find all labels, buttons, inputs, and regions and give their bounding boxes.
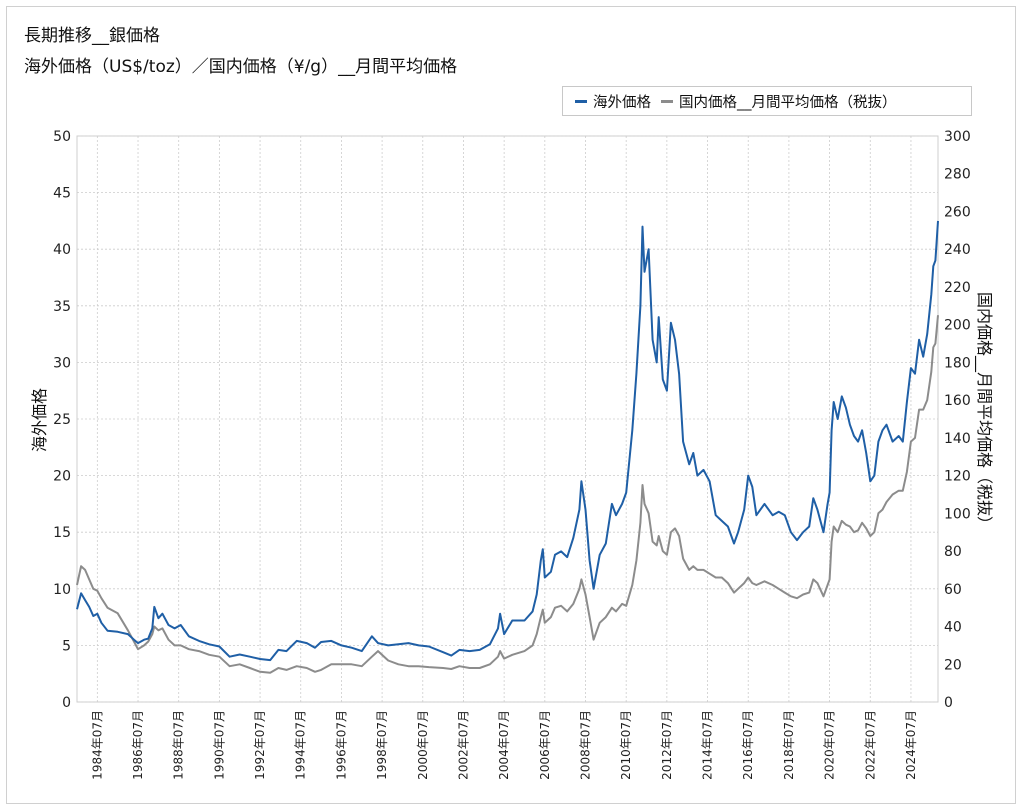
y-tick-label-left: 5 bbox=[62, 638, 71, 654]
y-tick-label-right: 200 bbox=[944, 318, 971, 334]
x-tick-label: 1996年07月 bbox=[334, 710, 348, 780]
x-tick-label: 1994年07月 bbox=[294, 710, 308, 780]
y-tick-label-right: 280 bbox=[944, 167, 971, 183]
x-tick-label: 2010年07月 bbox=[619, 710, 633, 780]
x-tick-label: 2000年07月 bbox=[416, 710, 430, 780]
legend-item-overseas: 海外価格 bbox=[575, 91, 651, 112]
y-tick-label-right: 240 bbox=[944, 242, 971, 258]
y-tick-label-right: 120 bbox=[944, 469, 971, 485]
legend-label-overseas: 海外価格 bbox=[593, 94, 651, 111]
x-tick-label: 1998年07月 bbox=[375, 710, 389, 780]
x-tick-label: 2006年07月 bbox=[538, 710, 552, 780]
y-tick-label-right: 260 bbox=[944, 204, 971, 220]
y-tick-label-left: 0 bbox=[62, 695, 71, 711]
legend-item-domestic: 国内価格__月間平均価格（税抜） bbox=[661, 91, 897, 112]
x-tick-label: 2002年07月 bbox=[456, 710, 470, 780]
series-line-domestic bbox=[76, 315, 939, 674]
x-tick-label: 1988年07月 bbox=[172, 710, 186, 780]
y-tick-label-left: 50 bbox=[53, 129, 71, 145]
legend-swatch-overseas bbox=[575, 99, 587, 103]
x-tick-label: 2024年07月 bbox=[904, 710, 918, 780]
y-tick-label-right: 0 bbox=[944, 695, 953, 711]
y-tick-label-right: 300 bbox=[944, 129, 971, 145]
y-tick-label-left: 30 bbox=[53, 355, 71, 371]
y-tick-label-left: 10 bbox=[53, 582, 71, 598]
y-axis-right-title: 国内価格__月間平均価格（税抜） bbox=[975, 291, 994, 533]
y-tick-label-right: 40 bbox=[944, 620, 962, 636]
y-tick-label-left: 20 bbox=[53, 469, 71, 485]
y-tick-label-right: 20 bbox=[944, 657, 962, 673]
y-tick-label-left: 25 bbox=[53, 412, 71, 428]
x-tick-label: 2020年07月 bbox=[823, 710, 837, 780]
chart-title: 長期推移__銀価格 bbox=[24, 26, 160, 46]
y-tick-label-right: 80 bbox=[944, 544, 962, 560]
y-tick-label-left: 35 bbox=[53, 299, 71, 315]
x-tick-label: 1990年07月 bbox=[212, 710, 226, 780]
x-tick-label: 1992年07月 bbox=[253, 710, 267, 780]
x-tick-label: 2008年07月 bbox=[579, 710, 593, 780]
x-tick-label: 2004年07月 bbox=[497, 710, 511, 780]
y-tick-label-right: 60 bbox=[944, 582, 962, 598]
y-tick-label-right: 160 bbox=[944, 393, 971, 409]
x-tick-label: 2022年07月 bbox=[863, 710, 877, 780]
y-tick-label-left: 45 bbox=[53, 186, 71, 202]
y-axis-left-title: 海外価格 bbox=[30, 387, 49, 453]
chart-legend: 海外価格 国内価格__月間平均価格（税抜） bbox=[562, 86, 972, 116]
x-tick-label: 2012年07月 bbox=[660, 710, 674, 780]
y-tick-label-right: 140 bbox=[944, 431, 971, 447]
x-tick-label: 2016年07月 bbox=[741, 710, 755, 780]
x-tick-label: 2018年07月 bbox=[782, 710, 796, 780]
series-line-overseas bbox=[76, 220, 939, 662]
y-tick-label-right: 180 bbox=[944, 355, 971, 371]
x-tick-label: 1984年07月 bbox=[90, 710, 104, 780]
y-tick-label-left: 40 bbox=[53, 242, 71, 258]
y-tick-label-right: 220 bbox=[944, 280, 971, 296]
legend-swatch-domestic bbox=[661, 99, 673, 103]
legend-label-domestic: 国内価格__月間平均価格（税抜） bbox=[679, 94, 897, 111]
chart-frame bbox=[6, 6, 1016, 804]
chart-subtitle: 海外価格（US$/toz）／国内価格（¥/g）__月間平均価格 bbox=[24, 57, 458, 77]
x-tick-label: 1986年07月 bbox=[131, 710, 145, 780]
y-tick-label-left: 15 bbox=[53, 525, 71, 541]
y-tick-label-right: 100 bbox=[944, 506, 971, 522]
x-tick-label: 2014年07月 bbox=[701, 710, 715, 780]
